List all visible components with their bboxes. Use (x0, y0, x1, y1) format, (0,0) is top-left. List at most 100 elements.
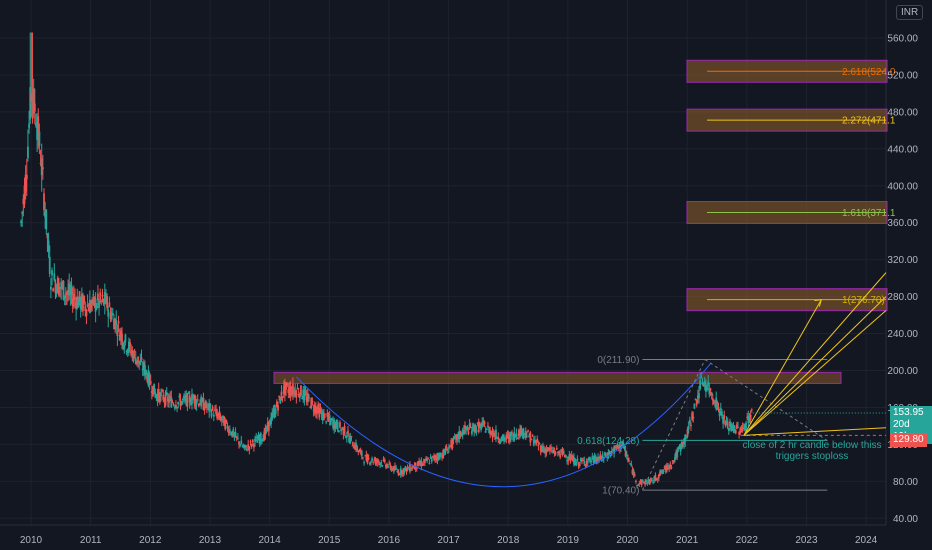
candle-body (319, 408, 322, 413)
candle-body (731, 425, 734, 431)
candle-body (102, 299, 105, 305)
candle-body (694, 398, 697, 401)
candle-body (331, 418, 333, 420)
candle-body (54, 282, 57, 294)
candle-body (209, 404, 212, 408)
candle-body (428, 462, 431, 464)
candle-body (600, 457, 603, 459)
candle-body (31, 105, 34, 107)
candle-body (530, 439, 533, 441)
candle-body (256, 440, 259, 443)
candle-body (21, 211, 24, 214)
candle-body (348, 437, 351, 443)
candle-body (183, 395, 185, 398)
candle-body (344, 435, 347, 438)
candle-body (23, 185, 26, 205)
candle-body (376, 458, 379, 463)
candle-body (133, 350, 136, 353)
candle-body (399, 468, 402, 475)
candle-body (59, 287, 61, 289)
candle-body (412, 466, 415, 469)
candle-body (154, 392, 157, 398)
candle-body (686, 428, 689, 437)
candle-body (551, 450, 554, 453)
candle-body (248, 446, 251, 450)
candle-body (526, 436, 528, 438)
candle-body (648, 479, 651, 485)
candle-body (375, 461, 378, 463)
candle-body (491, 430, 494, 437)
candle-body (119, 330, 122, 336)
candle-body (27, 146, 29, 159)
candle-body (615, 446, 618, 448)
candle-body (105, 293, 107, 304)
candle-body (32, 88, 35, 114)
y-tick-label: 560.00 (887, 34, 918, 45)
currency-button[interactable]: INR (896, 5, 924, 20)
candle-body (115, 320, 118, 325)
candle-body (395, 468, 398, 470)
candle-body (651, 478, 653, 480)
candle-body (659, 471, 661, 476)
candle-body (740, 427, 743, 432)
candle-body (273, 409, 276, 418)
candle-body (708, 388, 711, 395)
candle-body (710, 392, 713, 396)
candle-body (719, 408, 722, 410)
candle-body (123, 344, 126, 349)
fib-retracement-label: 0(211.90) (597, 355, 639, 366)
candle-body (312, 409, 315, 411)
candle-body (148, 373, 151, 385)
candle-body (571, 456, 574, 462)
candle-body (593, 455, 596, 464)
candle-body (263, 431, 266, 441)
candle-body (49, 286, 52, 290)
candle-body (629, 463, 632, 465)
candle-body (251, 439, 254, 443)
candle-body (84, 305, 87, 312)
stoploss-note-line1: close of 2 hr candle below thiss (743, 440, 882, 451)
stop-price-badge: 129.80 (890, 433, 927, 447)
x-tick-label: 2014 (258, 535, 281, 546)
candle-body (188, 395, 191, 403)
candle-body (246, 449, 248, 451)
candle-body (698, 393, 700, 398)
last-price: 153.95 (893, 407, 924, 418)
candle-body (320, 412, 323, 415)
candle-body (172, 403, 175, 406)
price-axis[interactable]: 40.0080.00120.00160.00200.00240.00280.00… (887, 34, 918, 525)
candle-body (456, 434, 458, 441)
candle-body (343, 425, 346, 435)
x-tick-label: 2011 (80, 535, 102, 546)
candle-body (328, 415, 331, 420)
candle-body (288, 387, 291, 394)
candle-body (86, 304, 89, 307)
candle-body (78, 291, 81, 302)
candle-body (722, 416, 724, 424)
candle-body (109, 312, 112, 319)
candle-body (647, 479, 650, 482)
candle-body (504, 438, 507, 440)
candle-body (654, 475, 657, 481)
candle-body (420, 461, 423, 467)
candle-body (534, 439, 536, 443)
candle-body (232, 429, 235, 437)
x-tick-label: 2024 (855, 535, 878, 546)
candle-body (207, 404, 209, 406)
candle-body (563, 454, 566, 458)
candle-body (153, 383, 156, 394)
candle-body (141, 368, 144, 371)
candle-body (635, 480, 637, 482)
candle-body (622, 442, 625, 447)
candle-body (150, 391, 153, 393)
candle-body (508, 433, 511, 442)
gann-fan-line (743, 296, 887, 436)
candle-body (66, 292, 68, 295)
candle-body (337, 430, 340, 433)
time-axis[interactable]: 2010 2011 2012 2013 2014 2015 2016 2017 2018 2019… (20, 535, 878, 546)
candle-body (599, 454, 602, 460)
candle-body (410, 469, 412, 471)
candle-body (381, 465, 384, 467)
candle-body (607, 452, 610, 458)
